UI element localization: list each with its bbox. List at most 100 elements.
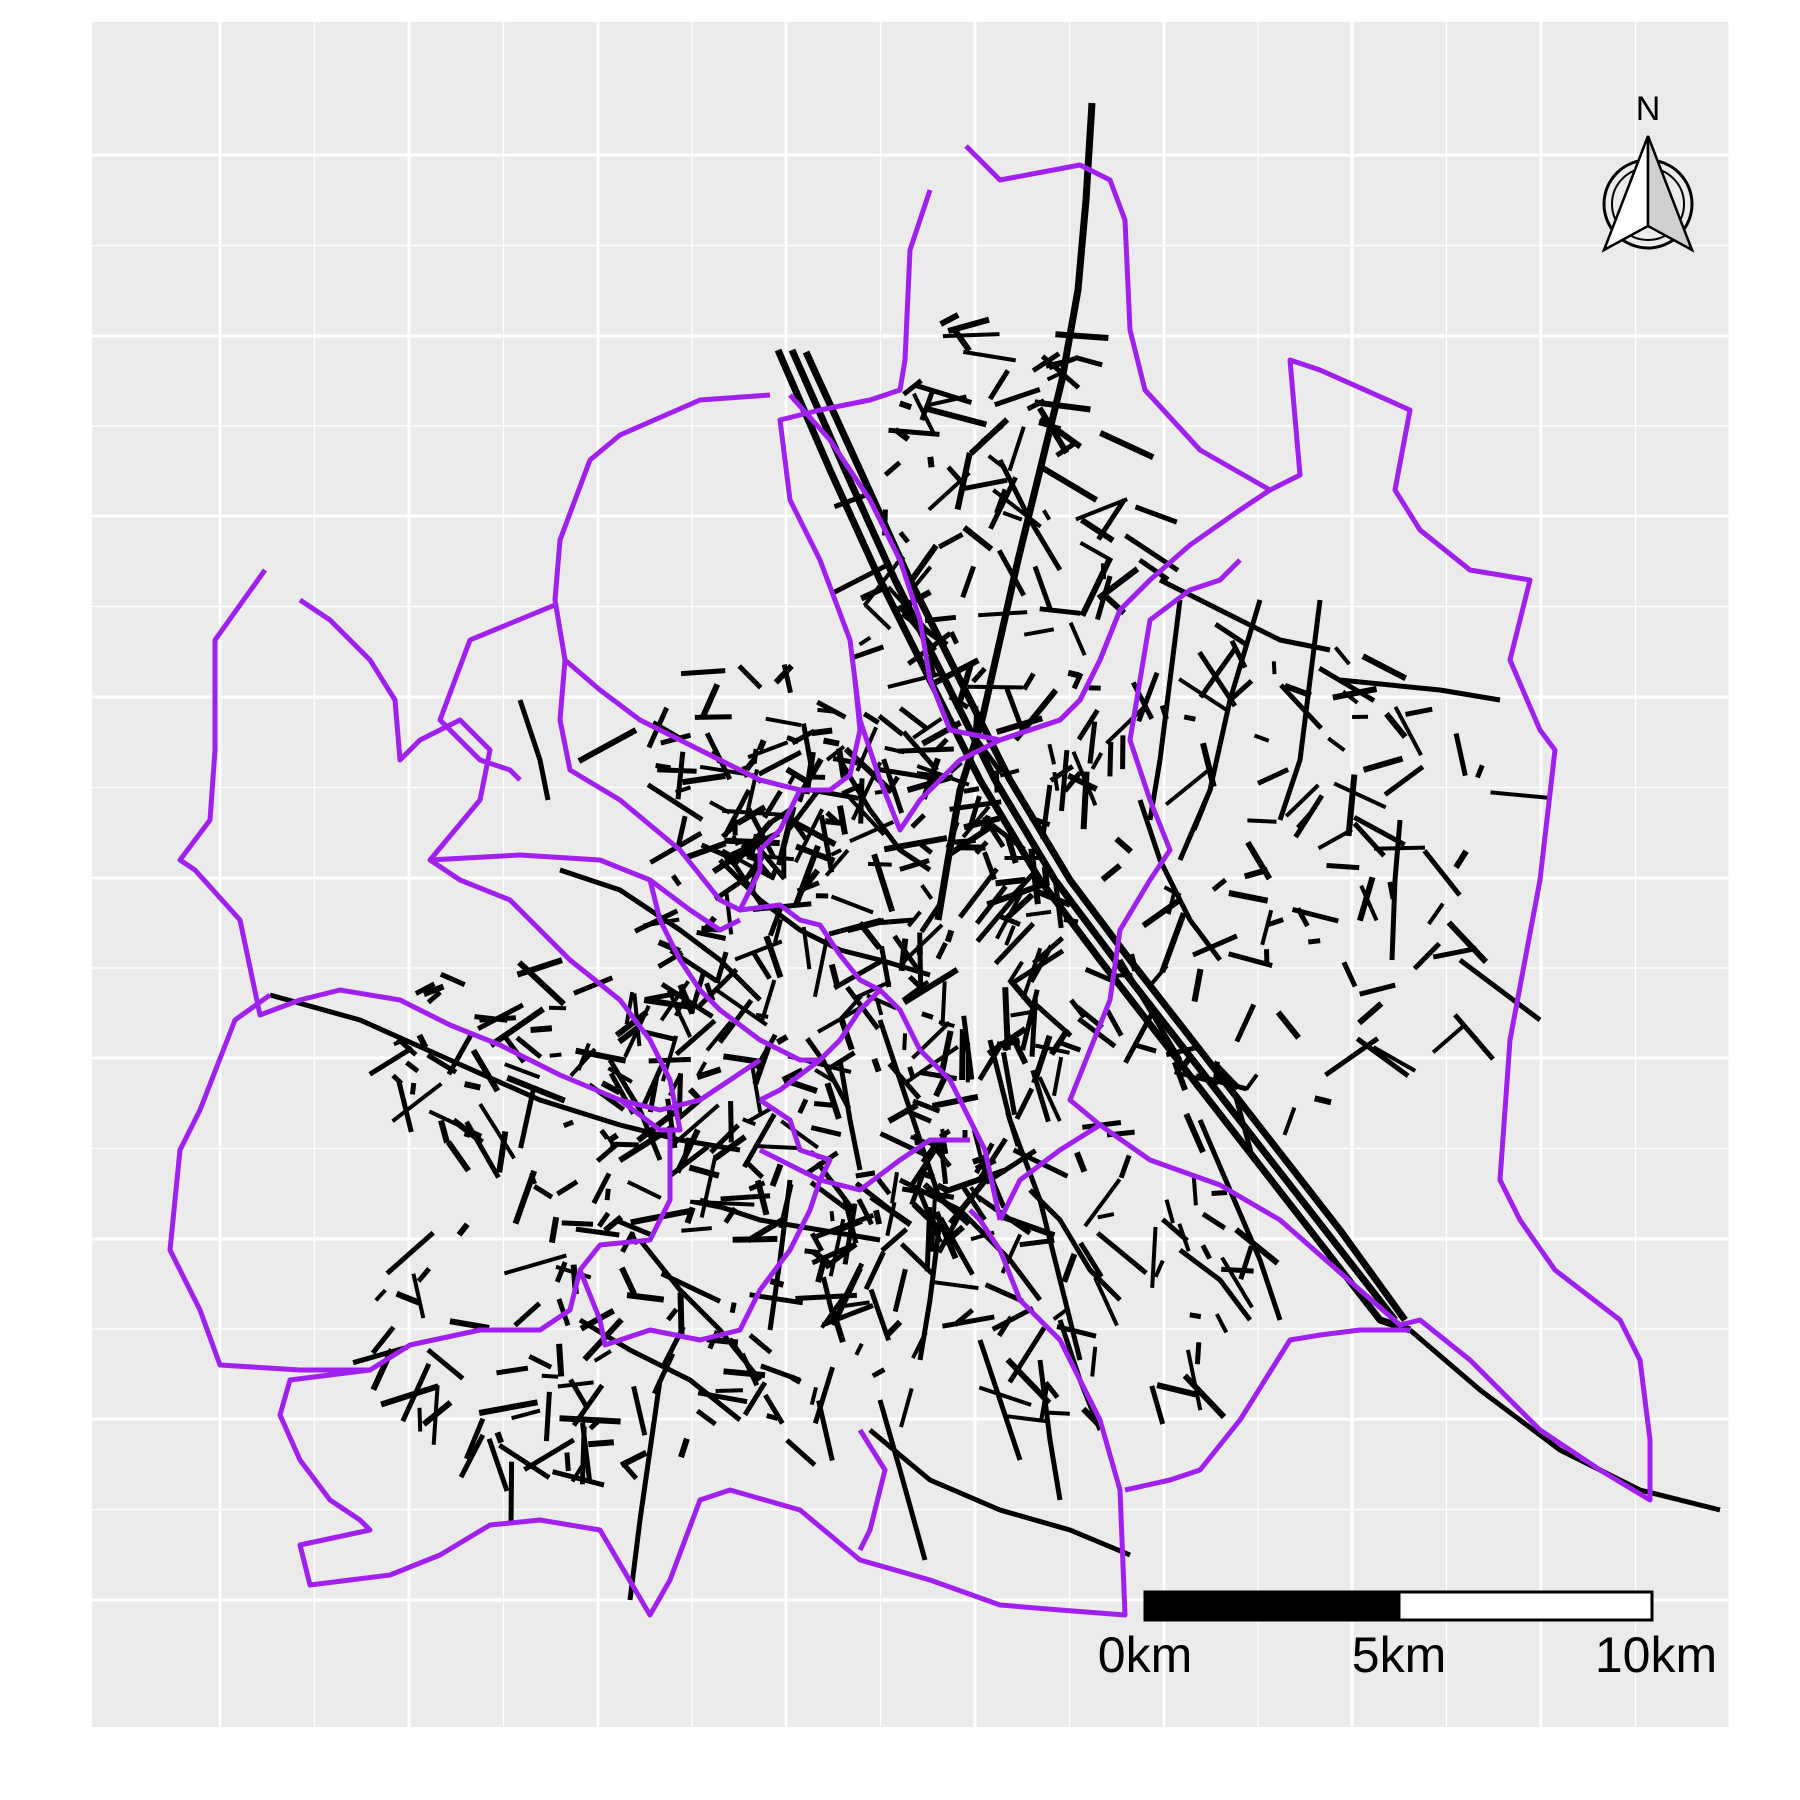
road-2 [788, 348, 1398, 1323]
road-segment-533 [816, 1400, 835, 1462]
road-segment-517 [370, 1325, 396, 1355]
road-segment-716 [1078, 1241, 1104, 1279]
road-segment-185 [812, 936, 830, 998]
road-segment-514 [652, 1352, 676, 1395]
road-segment-769 [837, 1262, 865, 1309]
road-segment-245 [759, 979, 777, 1024]
road-segment-351 [1071, 672, 1084, 690]
road-segment-389 [1183, 1112, 1206, 1154]
road-segment-56 [818, 1055, 852, 1110]
road-segment-433 [1253, 733, 1270, 743]
road-segment-774 [676, 815, 688, 846]
road-segment-660 [478, 1103, 516, 1160]
road-segment-337 [863, 603, 892, 631]
road-segment-282 [962, 349, 1017, 363]
road-segment-287 [1047, 743, 1057, 765]
road-segment-84 [780, 1119, 820, 1150]
road-segment-228 [842, 1196, 859, 1245]
road-segment-233 [1001, 1051, 1018, 1116]
road-segment-50 [875, 999, 884, 1016]
road-segment-458 [1293, 794, 1325, 839]
map-panel [92, 22, 1730, 1727]
road-segment-137 [919, 842, 934, 855]
road-segment-478 [1384, 711, 1408, 739]
road-segment-525 [695, 1408, 717, 1427]
road-segment-332 [978, 610, 1028, 618]
road-segment-737 [930, 1198, 937, 1252]
scale-bar: 0km 5km 10km [1098, 1590, 1717, 1683]
road-37 [1037, 1359, 1063, 1501]
road-30 [1178, 1248, 1252, 1322]
road-segment-271 [1134, 504, 1178, 525]
north-label: N [1636, 90, 1661, 128]
road-segment-804 [787, 814, 808, 841]
road-segment-823 [681, 772, 726, 786]
road-segment-498 [1227, 679, 1254, 703]
road-segment-202 [974, 840, 989, 855]
road-segment-329 [962, 525, 994, 552]
road-segment-677 [416, 1033, 429, 1049]
road-segment-391 [1453, 1013, 1495, 1061]
road-segment-802 [756, 739, 767, 752]
road-segment-818 [657, 767, 697, 774]
road-segment-668 [405, 1060, 420, 1074]
road-segment-506 [697, 1390, 748, 1405]
road-segment-442 [1040, 784, 1053, 840]
road-segment-735 [991, 1306, 1035, 1332]
road-segment-634 [368, 1045, 414, 1077]
road-segment-198 [1012, 872, 1035, 897]
road-segment-347 [858, 635, 872, 647]
road-segment-816 [709, 800, 731, 815]
road-segment-566 [555, 1264, 592, 1280]
road-segment-431 [1087, 721, 1098, 764]
road-segment-184 [797, 1098, 809, 1115]
road-segment-768 [1191, 1173, 1198, 1206]
road-segment-683 [1194, 1342, 1202, 1365]
road-segment-590 [511, 1408, 541, 1421]
road-segment-739 [938, 1138, 949, 1185]
road-segment-310 [1023, 627, 1055, 637]
road-segment-219 [871, 1057, 882, 1073]
road-segment-25 [1007, 960, 1024, 984]
road-segment-75 [1063, 916, 1079, 925]
road-segment-95 [986, 1026, 1028, 1057]
road-segment-785 [837, 805, 848, 835]
road-segment-753 [1047, 1410, 1070, 1416]
road-segment-492 [1100, 863, 1122, 883]
road-segment-175 [921, 1011, 934, 1020]
district-boundary-8 [167, 992, 673, 1373]
road-segment-215 [898, 938, 909, 972]
road-segment-312 [898, 530, 910, 544]
road-segment-771 [731, 834, 740, 847]
road-segment-300 [1079, 541, 1114, 563]
road-segment-408 [1341, 961, 1358, 988]
road-segment-794 [726, 854, 765, 909]
road-segment-331 [947, 316, 990, 334]
road-segment-120 [810, 1125, 842, 1138]
road-7 [868, 1428, 1131, 1558]
road-segment-459 [1282, 1106, 1297, 1136]
road-segment-761 [1185, 1349, 1203, 1411]
road-segment-602 [815, 1261, 827, 1283]
road-segment-341 [1063, 770, 1083, 793]
road-segment-327 [1076, 708, 1100, 741]
road-segment-60 [919, 902, 943, 934]
road-segment-430 [1192, 787, 1214, 831]
road-segment-669 [396, 1079, 414, 1133]
road-segment-647 [463, 1081, 481, 1091]
road-segment-624 [426, 990, 442, 1005]
road-segment-814 [746, 807, 776, 859]
road-segment-749 [1156, 1382, 1198, 1398]
road-segment-747 [892, 1268, 908, 1313]
road-segment-470 [1178, 677, 1229, 712]
road-segment-186 [944, 929, 955, 943]
road-segment-724 [1056, 1324, 1097, 1339]
road-segment-746 [1096, 1231, 1148, 1276]
road-segment-394 [1275, 1010, 1301, 1040]
road-segment-144 [714, 951, 729, 984]
road-segment-216 [961, 1185, 987, 1222]
road-segment-548 [729, 1302, 737, 1314]
road-segment-501 [715, 1388, 743, 1393]
road-segment-374 [987, 369, 1011, 401]
